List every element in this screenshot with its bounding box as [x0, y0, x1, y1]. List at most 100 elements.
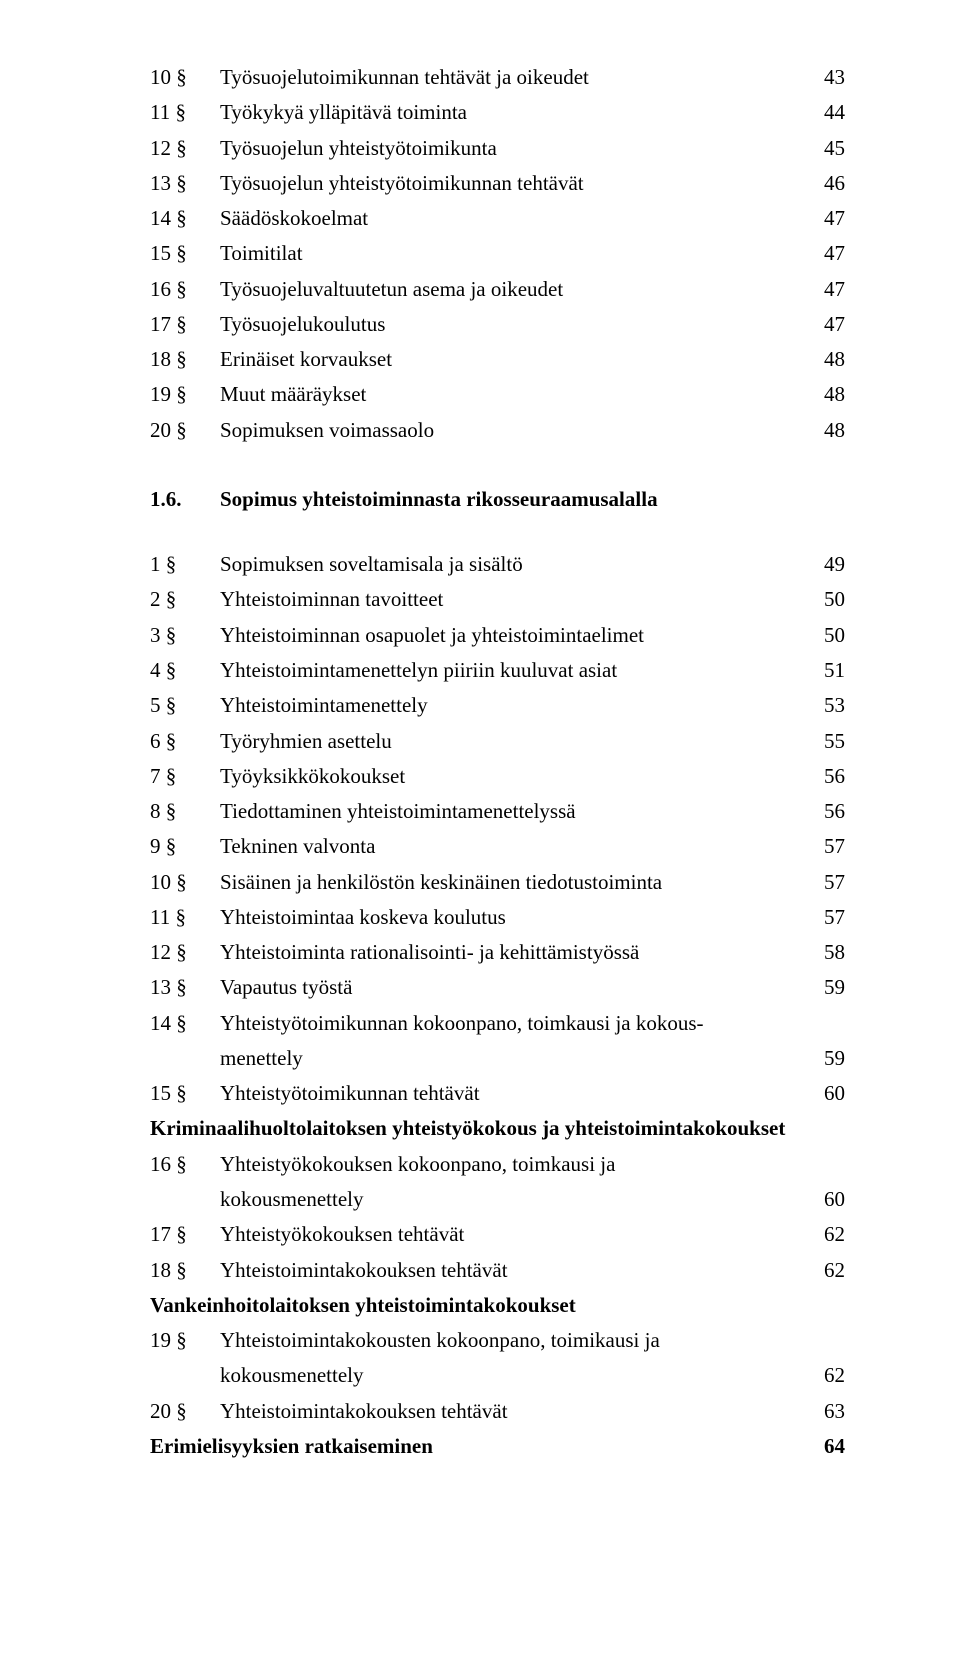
- toc-page: 50: [795, 618, 845, 653]
- toc-page: 47: [795, 236, 845, 271]
- toc-label: Yhteistyötoimikunnan tehtävät: [220, 1076, 795, 1111]
- toc-page: 47: [795, 272, 845, 307]
- toc-row: 8 §Tiedottaminen yhteistoimintamenettely…: [150, 794, 845, 829]
- toc-label: Säädöskokoelmat: [220, 201, 795, 236]
- toc-num: 5 §: [150, 688, 220, 723]
- toc-label: Työsuojelutoimikunnan tehtävät ja oikeud…: [220, 60, 795, 95]
- toc-page: 50: [795, 582, 845, 617]
- toc-row: 17 §Yhteistyökokouksen tehtävät62: [150, 1217, 845, 1252]
- toc-page: 63: [795, 1394, 845, 1429]
- toc-label: Työyksikkökokoukset: [220, 759, 795, 794]
- toc-label: Työsuojeluvaltuutetun asema ja oikeudet: [220, 272, 795, 307]
- toc-label: Erinäiset korvaukset: [220, 342, 795, 377]
- toc-page: 47: [795, 307, 845, 342]
- toc-page: 62: [795, 1253, 845, 1288]
- toc-row: 18 §Yhteistoimintakokouksen tehtävät62: [150, 1253, 845, 1288]
- toc-page: 56: [795, 759, 845, 794]
- toc-row: 19 §Muut määräykset48: [150, 377, 845, 412]
- toc-num: 8 §: [150, 794, 220, 829]
- subheading: Vankeinhoitolaitoksen yhteistoimintakoko…: [150, 1288, 845, 1323]
- toc-label: kokousmenettely: [220, 1358, 795, 1393]
- subheading-label: Kriminaalihuoltolaitoksen yhteistyökokou…: [150, 1111, 845, 1146]
- toc-num: 16 §: [150, 1147, 220, 1182]
- toc-row: 19 § Yhteistoimintakokousten kokoonpano,…: [150, 1323, 845, 1358]
- toc-row: 6 §Työryhmien asettelu55: [150, 724, 845, 759]
- toc-num: 9 §: [150, 829, 220, 864]
- toc-page: 57: [795, 900, 845, 935]
- toc-row: 12 §Yhteistoiminta rationalisointi- ja k…: [150, 935, 845, 970]
- toc-num: 20 §: [150, 413, 220, 448]
- toc-label: Työsuojelukoulutus: [220, 307, 795, 342]
- toc-label: Yhteistoimintakokousten kokoonpano, toim…: [220, 1323, 795, 1358]
- toc-label: Yhteistyökokouksen kokoonpano, toimkausi…: [220, 1147, 795, 1182]
- toc-page: 57: [795, 865, 845, 900]
- toc-label: Yhteistoiminnan tavoitteet: [220, 582, 795, 617]
- toc-row: 14 § Yhteistyötoimikunnan kokoonpano, to…: [150, 1006, 845, 1041]
- toc-row: 15 § Yhteistyötoimikunnan tehtävät 60: [150, 1076, 845, 1111]
- toc-label: Tiedottaminen yhteistoimintamenettelyssä: [220, 794, 795, 829]
- toc-num: 12 §: [150, 935, 220, 970]
- toc-page: 47: [795, 201, 845, 236]
- toc-num: 1 §: [150, 547, 220, 582]
- toc-label: Yhteistoimintaa koskeva koulutus: [220, 900, 795, 935]
- toc-label: Yhteistoimintamenettelyn piiriin kuuluva…: [220, 653, 795, 688]
- toc-num: 6 §: [150, 724, 220, 759]
- toc-page: 59: [795, 970, 845, 1005]
- toc-num: 16 §: [150, 272, 220, 307]
- toc-num: 11 §: [150, 95, 220, 130]
- toc-label: Yhteistyökokouksen tehtävät: [220, 1217, 795, 1252]
- toc-page: 53: [795, 688, 845, 723]
- section-heading: 1.6. Sopimus yhteistoiminnasta rikosseur…: [150, 482, 845, 517]
- toc-row: 7 §Työyksikkökokoukset56: [150, 759, 845, 794]
- toc-page: 43: [795, 60, 845, 95]
- section-number: 1.6.: [150, 482, 220, 517]
- toc-row: 13 §Työsuojelun yhteistyötoimikunnan teh…: [150, 166, 845, 201]
- toc-num: 2 §: [150, 582, 220, 617]
- toc-label: Toimitilat: [220, 236, 795, 271]
- toc-label: Sopimuksen soveltamisala ja sisältö: [220, 547, 795, 582]
- toc-page: 46: [795, 166, 845, 201]
- section-title: Sopimus yhteistoiminnasta rikosseuraamus…: [220, 482, 845, 517]
- toc-row-cont: kokousmenettely 62: [150, 1358, 845, 1393]
- toc-num: 3 §: [150, 618, 220, 653]
- toc-label: Yhteistoimintakokouksen tehtävät: [220, 1394, 795, 1429]
- subheading-label: Erimielisyyksien ratkaiseminen: [150, 1429, 795, 1464]
- toc-label: Yhteistoimintakokouksen tehtävät: [220, 1253, 795, 1288]
- toc-row: 4 §Yhteistoimintamenettelyn piiriin kuul…: [150, 653, 845, 688]
- toc-page: 48: [795, 377, 845, 412]
- toc-row: 11 §Yhteistoimintaa koskeva koulutus57: [150, 900, 845, 935]
- subheading: Erimielisyyksien ratkaiseminen 64: [150, 1429, 845, 1464]
- toc-page: 56: [795, 794, 845, 829]
- toc-num: 4 §: [150, 653, 220, 688]
- toc-row: 13 §Vapautus työstä59: [150, 970, 845, 1005]
- toc-row-cont: menettely 59: [150, 1041, 845, 1076]
- toc-page: 48: [795, 342, 845, 377]
- toc-page: 62: [795, 1358, 845, 1393]
- toc-label: Työryhmien asettelu: [220, 724, 795, 759]
- toc-page: 51: [795, 653, 845, 688]
- toc-label: Työsuojelun yhteistyötoimikunnan tehtävä…: [220, 166, 795, 201]
- toc-label: Yhteistyötoimikunnan kokoonpano, toimkau…: [220, 1006, 795, 1041]
- toc-page: 48: [795, 413, 845, 448]
- toc-num: 18 §: [150, 342, 220, 377]
- toc-num: 18 §: [150, 1253, 220, 1288]
- toc-num: 13 §: [150, 970, 220, 1005]
- toc-label: Yhteistoiminnan osapuolet ja yhteistoimi…: [220, 618, 795, 653]
- toc-label: Työkykyä ylläpitävä toiminta: [220, 95, 795, 130]
- toc-block-3: 17 §Yhteistyökokouksen tehtävät6218 §Yht…: [150, 1217, 845, 1288]
- toc-row: 15 §Toimitilat47: [150, 236, 845, 271]
- toc-label: Tekninen valvonta: [220, 829, 795, 864]
- toc-page: 62: [795, 1217, 845, 1252]
- toc-num: 15 §: [150, 1076, 220, 1111]
- toc-page: 45: [795, 131, 845, 166]
- toc-num: 14 §: [150, 1006, 220, 1041]
- toc-num: 20 §: [150, 1394, 220, 1429]
- toc-page: 59: [795, 1041, 845, 1076]
- toc-page: 64: [795, 1429, 845, 1464]
- toc-row: 5 §Yhteistoimintamenettely53: [150, 688, 845, 723]
- toc-row: 10 §Sisäinen ja henkilöstön keskinäinen …: [150, 865, 845, 900]
- toc-row: 10 §Työsuojelutoimikunnan tehtävät ja oi…: [150, 60, 845, 95]
- toc-row: 3 §Yhteistoiminnan osapuolet ja yhteisto…: [150, 618, 845, 653]
- toc-label: Vapautus työstä: [220, 970, 795, 1005]
- toc-page: 57: [795, 829, 845, 864]
